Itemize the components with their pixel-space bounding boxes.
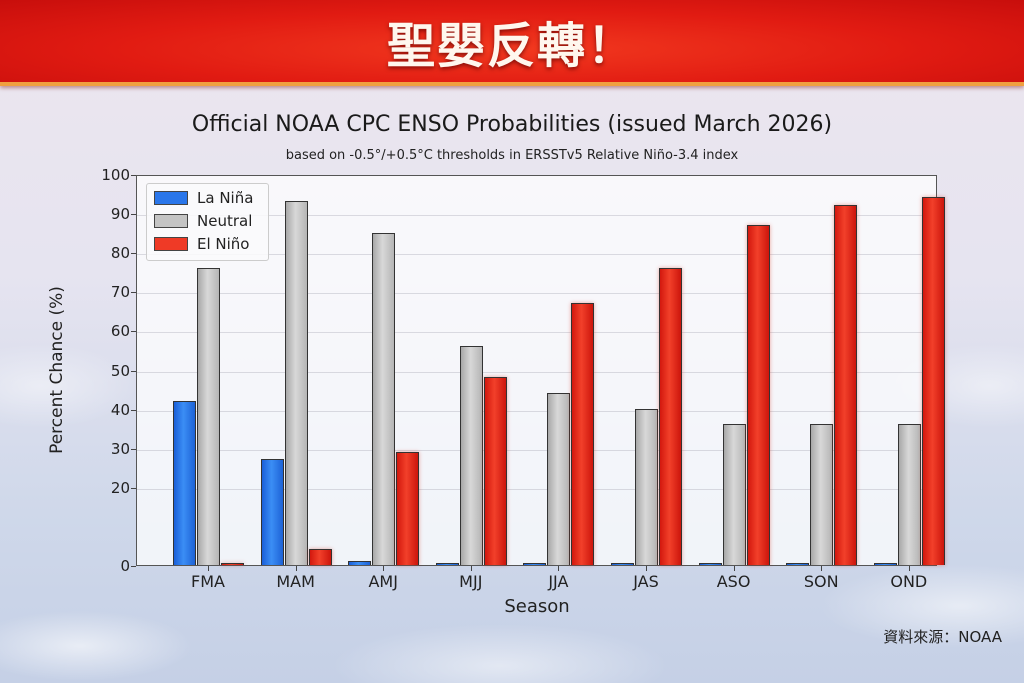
legend: La Niña Neutral El Niño [146, 183, 269, 261]
chart-title: Official NOAA CPC ENSO Probabilities (is… [191, 112, 833, 137]
bar-elnino-jja [571, 303, 595, 565]
x-tick-mark [295, 566, 297, 571]
y-tick-mark [131, 331, 136, 333]
bar-neutral-aso [722, 424, 746, 565]
x-tick-mark [383, 566, 385, 571]
legend-swatch-el-nino [154, 237, 188, 251]
bar-lanina-mam [260, 459, 284, 565]
legend-label: Neutral [197, 212, 253, 230]
y-tick-mark [131, 253, 136, 255]
y-tick-label: 30 [110, 439, 130, 458]
bar-elnino-jas [659, 267, 682, 565]
y-tick-label: 70 [110, 283, 130, 302]
bar-neutral-jja [547, 392, 571, 565]
legend-swatch-neutral [154, 214, 188, 228]
chart-subtitle: based on -0.5°/+0.5°C thresholds in ERSS… [285, 148, 739, 163]
bar-neutral-fma [197, 267, 220, 565]
bar-elnino-amj [396, 451, 420, 565]
x-tick-mark [821, 566, 823, 571]
bar-lanina-aso [698, 563, 722, 565]
gridline [137, 215, 936, 217]
x-tick-label: AMJ [368, 572, 398, 591]
x-tick-label: ASO [716, 572, 751, 591]
bar-lanina-jas [611, 563, 634, 565]
gridline [137, 449, 936, 451]
y-tick-mark [131, 409, 136, 411]
bar-elnino-fma [221, 563, 244, 565]
bar-neutral-mam [284, 201, 308, 565]
x-tick-label: MAM [276, 572, 315, 591]
bar-neutral-ond [897, 424, 921, 565]
bar-elnino-ond [921, 197, 945, 565]
y-tick-label: 50 [110, 361, 130, 380]
gridline [137, 293, 936, 295]
gridline [137, 410, 936, 412]
x-tick-label: OND [890, 572, 928, 591]
legend-swatch-la-nina [154, 191, 188, 205]
x-tick-label: JAS [633, 572, 659, 591]
bar-elnino-son [834, 205, 858, 565]
y-tick-mark [131, 175, 136, 176]
bar-elnino-mjj [483, 377, 507, 565]
y-tick-mark [131, 370, 136, 372]
bar-lanina-ond [873, 563, 897, 565]
banner: 聖嬰反轉！ [0, 0, 1024, 86]
y-axis-label: Percent Chance (%) [47, 286, 67, 454]
gridline [137, 488, 936, 490]
x-tick-label: JJA [548, 572, 569, 591]
y-tick-label: 90 [110, 205, 130, 224]
x-tick-mark [646, 566, 647, 571]
legend-label: La Niña [197, 189, 254, 207]
x-tick-mark [558, 566, 560, 571]
gridline [137, 371, 936, 373]
x-axis-label: Season [504, 596, 570, 617]
bar-lanina-son [786, 563, 810, 565]
bar-elnino-aso [746, 224, 770, 565]
plot-area [136, 175, 945, 566]
y-tick-mark [131, 566, 136, 567]
gridline [137, 332, 936, 334]
bar-lanina-mjj [435, 563, 459, 565]
y-tick-label: 20 [110, 478, 130, 497]
x-tick-label: MJJ [459, 572, 483, 591]
x-tick-label: SON [803, 572, 839, 591]
gridline [137, 254, 936, 256]
x-tick-mark [733, 566, 735, 571]
bar-neutral-amj [372, 232, 396, 565]
y-tick-label: 40 [110, 400, 130, 419]
x-tick-mark [470, 566, 472, 571]
y-tick-label: 0 [120, 557, 130, 575]
legend-item-la-nina: La Niña [154, 188, 253, 208]
y-tick-mark [131, 292, 136, 294]
bar-neutral-son [810, 424, 834, 565]
y-tick-mark [131, 448, 136, 450]
y-tick-label: 80 [110, 244, 130, 263]
y-tick-mark [131, 214, 136, 216]
bar-elnino-mam [308, 549, 332, 565]
bar-neutral-jas [635, 408, 658, 565]
bar-lanina-fma [173, 400, 196, 565]
y-tick-label: 100 [101, 166, 130, 184]
legend-item-neutral: Neutral [154, 211, 252, 231]
legend-item-el-nino: El Niño [154, 234, 250, 254]
bar-neutral-mjj [459, 346, 483, 565]
x-tick-label: FMA [191, 572, 225, 591]
x-tick-mark [208, 566, 209, 571]
bar-lanina-jja [523, 563, 547, 565]
bar-lanina-amj [348, 561, 372, 565]
y-tick-label: 60 [110, 322, 130, 341]
banner-title: 聖嬰反轉！ [386, 18, 637, 74]
x-tick-mark [908, 566, 910, 571]
legend-label: El Niño [197, 235, 250, 253]
source-credit: 資料來源：NOAA [883, 628, 1002, 646]
y-tick-mark [131, 487, 136, 489]
